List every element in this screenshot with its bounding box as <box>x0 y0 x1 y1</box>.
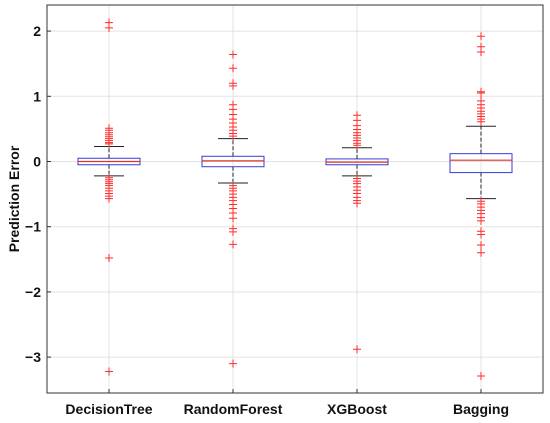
outlier-bagging-0 <box>477 32 485 41</box>
outlier-bagging-23 <box>477 248 485 257</box>
outlier-randomforest-12 <box>229 132 237 141</box>
box-bagging <box>449 153 513 174</box>
outlier-decisiontree-22 <box>105 367 113 376</box>
box-randomforest <box>201 155 265 168</box>
box-layer <box>77 125 513 200</box>
y-axis-label: Prediction Error <box>6 145 22 252</box>
outlier-decisiontree-1 <box>105 23 113 32</box>
outlier-bagging-12 <box>477 117 485 126</box>
x-tick-label-decisiontree: DecisionTree <box>65 401 152 417</box>
y-tick-label-1: −2 <box>25 284 41 300</box>
outlier-bagging-24 <box>477 372 485 381</box>
x-tick-label-randomforest: RandomForest <box>184 401 283 417</box>
outlier-bagging-21 <box>477 230 485 239</box>
x-tick-label-xgboost: XGBoost <box>327 401 387 417</box>
outlier-decisiontree-21 <box>105 254 113 263</box>
outlier-decisiontree-10 <box>105 139 113 148</box>
outlier-decisiontree-20 <box>105 194 113 203</box>
outlier-bagging-19 <box>477 216 485 225</box>
y-tick-label-2: −1 <box>25 219 41 235</box>
outlier-xgboost-19 <box>353 345 361 354</box>
outlier-layer <box>105 18 485 381</box>
outlier-bagging-22 <box>477 240 485 249</box>
y-tick-label-3: 0 <box>33 154 41 170</box>
outlier-randomforest-22 <box>229 214 237 223</box>
outlier-bagging-2 <box>477 47 485 56</box>
y-tick-label-5: 2 <box>33 23 41 39</box>
x-tick-label-bagging: Bagging <box>453 401 509 417</box>
outlier-bagging-4 <box>477 89 485 98</box>
outlier-randomforest-24 <box>229 227 237 236</box>
outlier-randomforest-26 <box>229 359 237 368</box>
outlier-randomforest-1 <box>229 64 237 73</box>
tick-layer: DecisionTree RandomForest XGBoost Bagging −3… <box>25 23 509 417</box>
outlier-randomforest-25 <box>229 240 237 249</box>
outlier-xgboost-9 <box>353 141 361 150</box>
y-tick-label-4: 1 <box>33 88 41 104</box>
outlier-randomforest-3 <box>229 81 237 90</box>
y-tick-label-0: −3 <box>25 349 41 365</box>
outlier-randomforest-0 <box>229 50 237 59</box>
outlier-xgboost-18 <box>353 199 361 208</box>
plot-frame <box>46 4 544 394</box>
